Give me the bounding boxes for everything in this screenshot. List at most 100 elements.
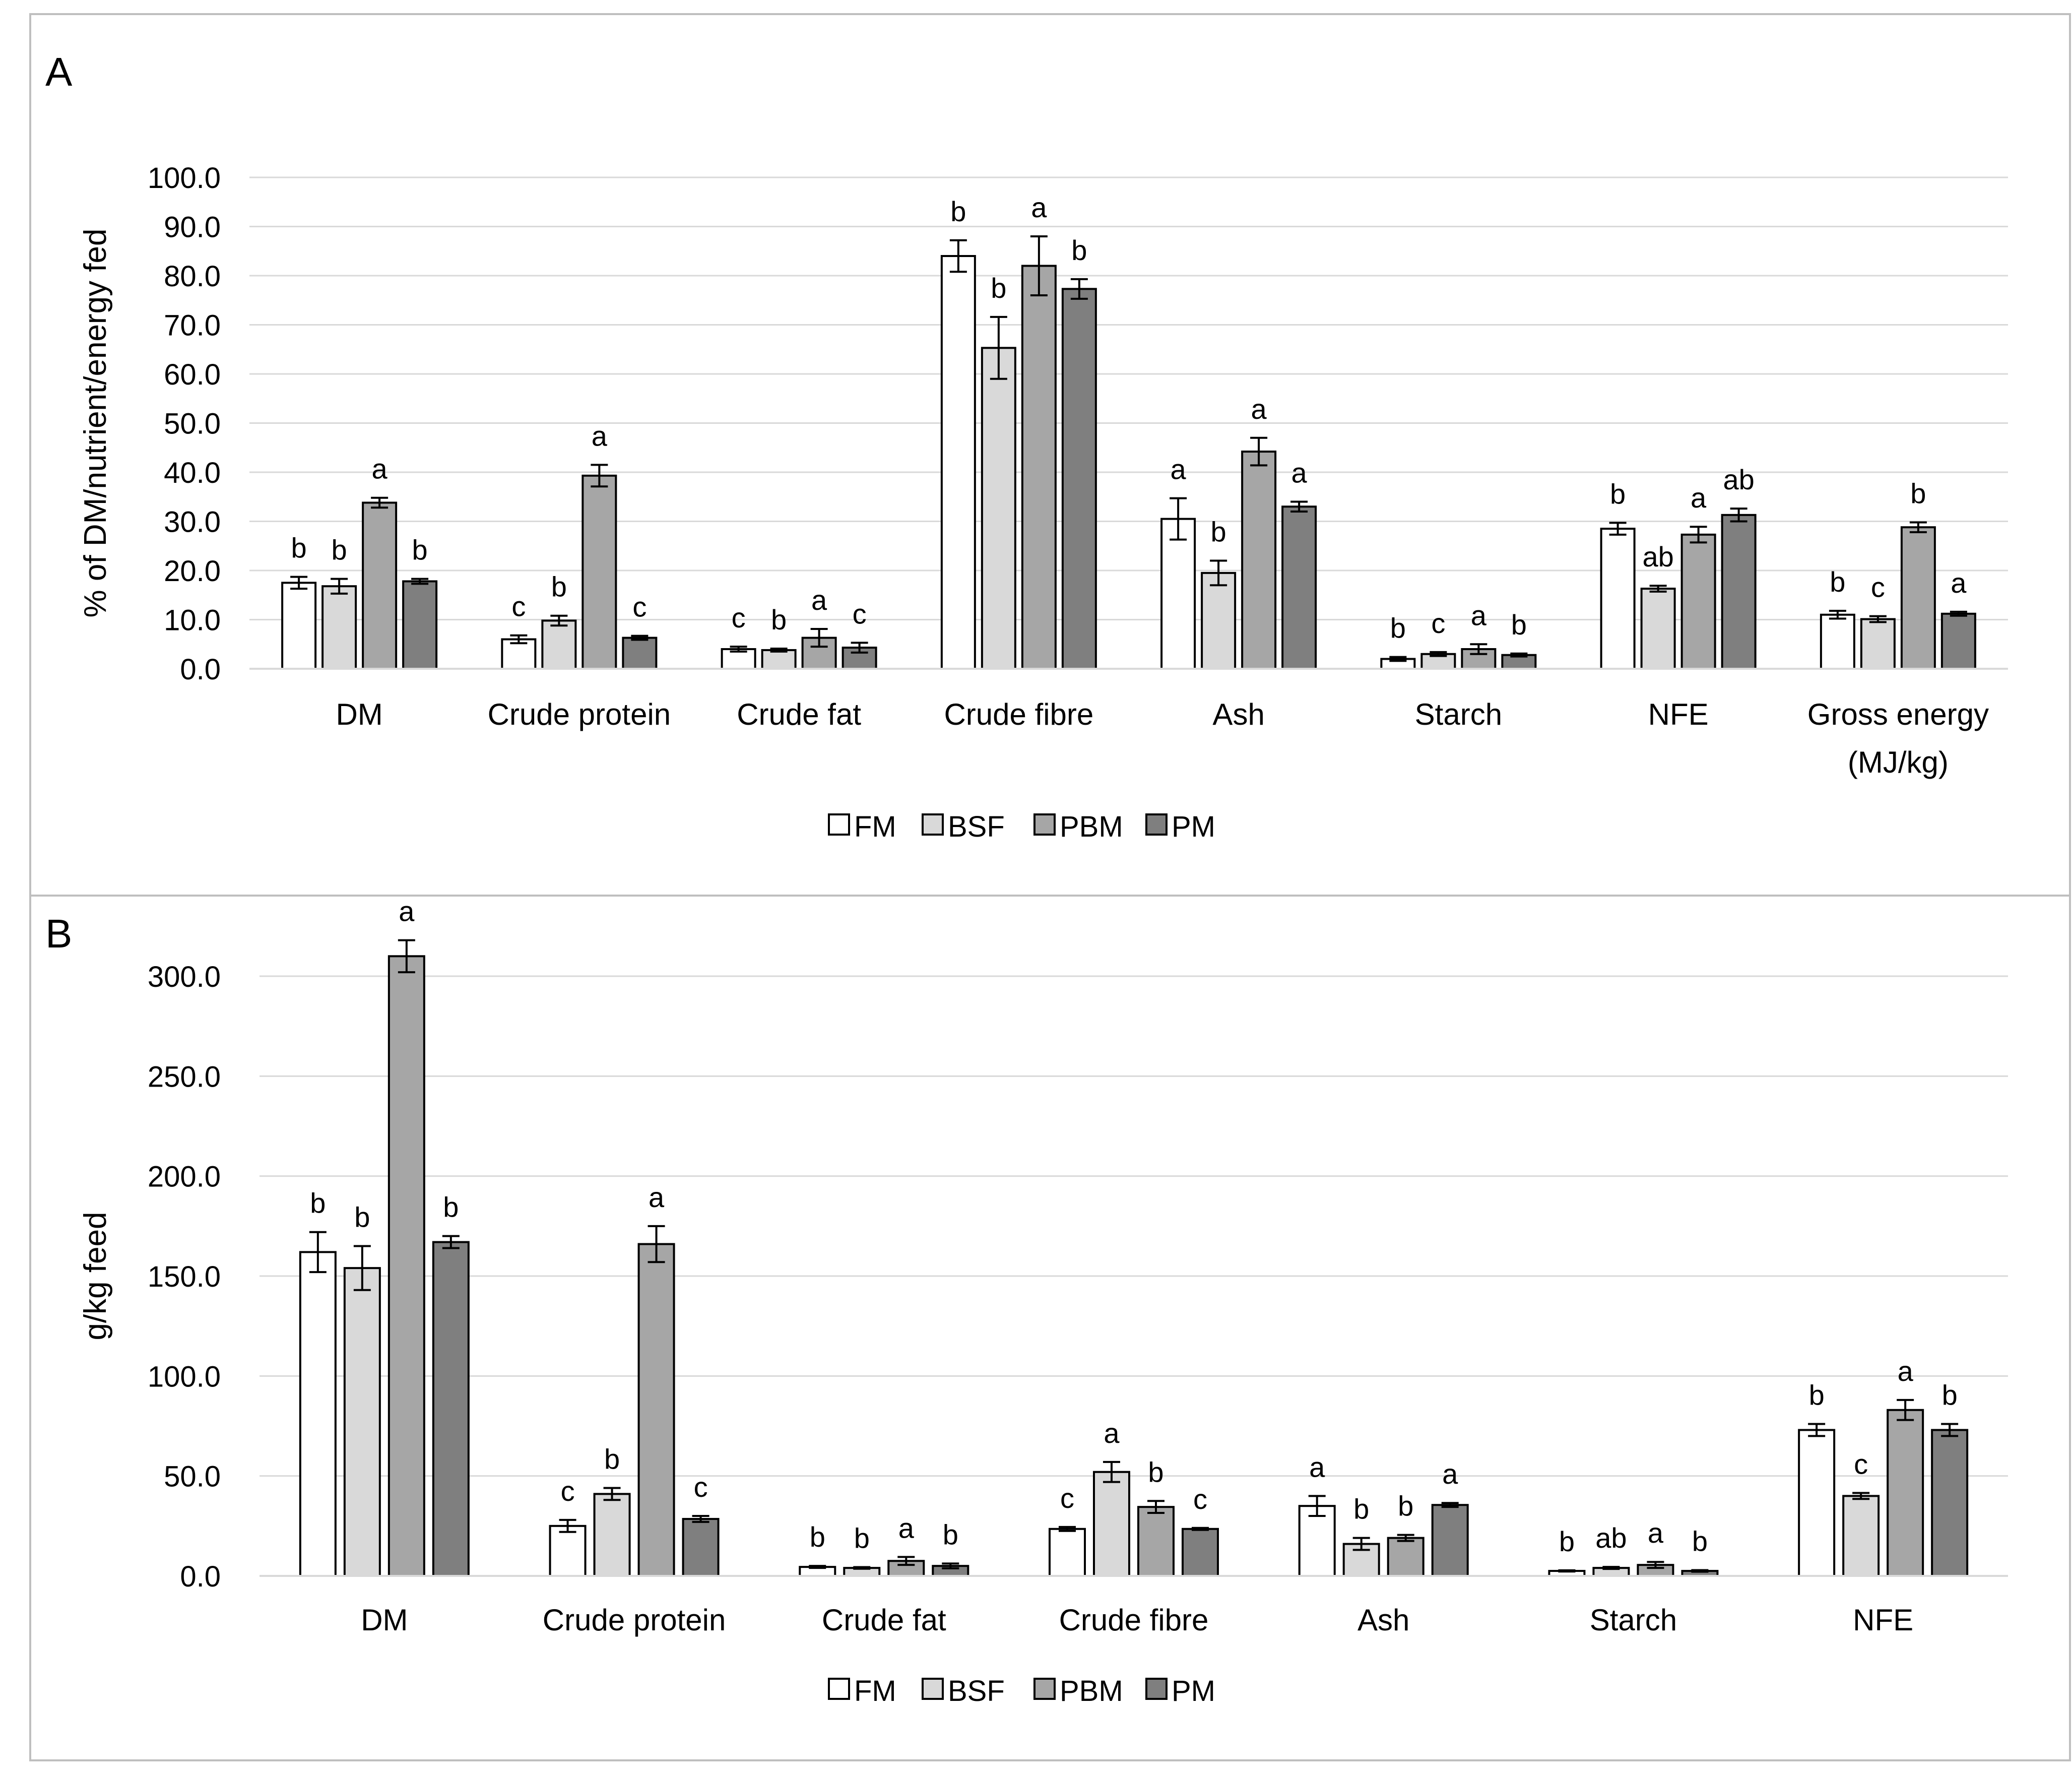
legend-swatch	[1033, 813, 1056, 836]
bar-bsf	[1201, 572, 1237, 670]
bar-pm	[1940, 612, 1976, 670]
significance-letter: b	[950, 196, 966, 227]
bar-pbm	[1680, 533, 1716, 670]
significance-letter: b	[291, 532, 307, 564]
significance-letter: a	[811, 584, 827, 616]
bar-fm	[299, 1251, 337, 1577]
significance-letter: b	[1692, 1525, 1708, 1557]
significance-letter: a	[1648, 1517, 1664, 1549]
legend-swatch	[1145, 813, 1168, 836]
legend-label: PBM	[1060, 1675, 1123, 1707]
significance-letter: c	[1193, 1483, 1207, 1515]
significance-letter: b	[412, 534, 428, 566]
legend-swatch	[828, 1678, 850, 1700]
significance-letter: a	[1951, 567, 1967, 599]
y-tick-label: 60.0	[164, 358, 221, 391]
significance-letter: a	[1291, 457, 1308, 489]
y-tick-label: 100.0	[148, 1360, 221, 1393]
bar-fm	[1820, 613, 1855, 670]
panel-b-chart: B 0.0 50.0 100.0 150.0 200.0 250.0 300.0 g/kg fe…	[45, 896, 2008, 1707]
significance-letter: a	[592, 420, 608, 452]
y-tick-label: 80.0	[164, 260, 221, 293]
bar-pbm	[1387, 1537, 1424, 1577]
significance-letter: c	[511, 591, 526, 622]
bar-pbm	[1241, 451, 1277, 670]
y-tick-label: 250.0	[148, 1060, 221, 1093]
category-label: Crude protein	[488, 697, 671, 731]
y-tick-label: 50.0	[164, 408, 221, 440]
significance-letter: b	[1910, 477, 1926, 509]
significance-letter: a	[399, 896, 415, 927]
significance-letter: c	[853, 598, 867, 629]
bar-bsf	[1093, 1471, 1130, 1577]
significance-letter: a	[1031, 192, 1047, 223]
significance-letter: b	[332, 534, 347, 566]
panel-a-chart: A 0.0 10.0 20.0 30.0 40.0 50.0 60.0 70.0 80.0 90.0…	[45, 49, 2008, 843]
legend-label: PBM	[1060, 810, 1123, 843]
y-axis-title: g/kg feed	[78, 1212, 113, 1340]
bar-fm	[1049, 1528, 1086, 1577]
significance-letter: b	[551, 571, 567, 603]
bar-fm	[1298, 1505, 1336, 1577]
significance-letter: c	[1854, 1448, 1868, 1480]
y-tick-label: 20.0	[164, 555, 221, 588]
y-tick-label: 40.0	[164, 457, 221, 489]
significance-letter: a	[1309, 1451, 1325, 1483]
bar-pbm	[1900, 526, 1936, 670]
bar-pm	[1431, 1504, 1469, 1577]
category-label: NFE	[1648, 697, 1709, 731]
bar-pm	[1931, 1429, 1969, 1577]
bar-fm	[940, 255, 976, 670]
bar-fm	[281, 582, 317, 670]
significance-letter: a	[898, 1512, 915, 1544]
bar-bsf	[1640, 588, 1676, 670]
significance-letter: b	[1942, 1379, 1958, 1411]
category-label: NFE	[1853, 1603, 1913, 1637]
legend-swatch	[922, 1678, 944, 1700]
bar-pm	[1182, 1528, 1219, 1577]
significance-letter: c	[1871, 572, 1885, 603]
category-label: Gross energy	[1807, 697, 1989, 731]
significance-letter: a	[1691, 482, 1707, 514]
bar-bsf	[1860, 618, 1896, 670]
bar-pbm	[637, 1243, 675, 1577]
significance-letter: c	[1060, 1482, 1074, 1514]
category-label: Crude fibre	[944, 697, 1093, 731]
bar-fm	[1160, 518, 1196, 670]
legend-label: PM	[1172, 810, 1215, 843]
panel-label: B	[45, 911, 72, 956]
bar-pm	[1721, 514, 1757, 670]
legend-label: BSF	[948, 810, 1005, 843]
figure-border	[29, 13, 2071, 1761]
significance-letter: ab	[1723, 464, 1754, 495]
category-label: Crude protein	[543, 1603, 726, 1637]
category-label: DM	[361, 1603, 408, 1637]
y-tick-label: 0.0	[180, 653, 221, 686]
significance-letter: ab	[1595, 1522, 1627, 1554]
significance-letter: b	[771, 604, 787, 636]
bar-bsf	[541, 619, 577, 670]
significance-letter: b	[1390, 612, 1406, 644]
y-axis-title: % of DM/nutrient/energy fed	[78, 229, 113, 618]
significance-letter: c	[561, 1475, 575, 1507]
bar-bsf	[981, 347, 1016, 670]
significance-letter: b	[810, 1521, 825, 1553]
significance-letter: b	[1148, 1456, 1163, 1488]
significance-letter: a	[1251, 393, 1267, 425]
significance-letter: b	[1511, 609, 1527, 641]
category-label: Starch	[1590, 1603, 1677, 1637]
y-tick-label: 30.0	[164, 506, 221, 539]
significance-letter: a	[649, 1181, 665, 1213]
y-tick-label: 300.0	[148, 961, 221, 993]
panel-label: A	[45, 49, 73, 94]
category-label: Crude fat	[737, 697, 861, 731]
y-tick-label: 70.0	[164, 309, 221, 342]
significance-letter: b	[443, 1191, 459, 1223]
bar-pm	[682, 1517, 720, 1577]
significance-letter: b	[991, 272, 1006, 304]
y-tick-label: 10.0	[164, 604, 221, 637]
legend-label: FM	[854, 810, 896, 843]
significance-letter: b	[1211, 516, 1226, 548]
y-tick-label: 100.0	[148, 162, 221, 195]
